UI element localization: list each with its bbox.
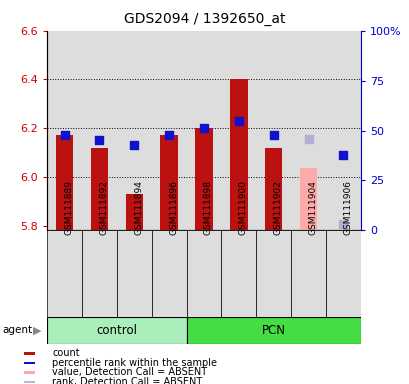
- Bar: [325, 31, 360, 230]
- Bar: [186, 317, 360, 344]
- Bar: [24, 371, 35, 374]
- Bar: [151, 31, 186, 230]
- Bar: [299, 168, 317, 230]
- Text: PCN: PCN: [261, 324, 285, 337]
- Bar: [24, 381, 35, 383]
- Text: GSM111904: GSM111904: [308, 180, 317, 235]
- Bar: [47, 31, 82, 230]
- Text: GSM111889: GSM111889: [65, 180, 73, 235]
- Text: GSM111896: GSM111896: [169, 180, 178, 235]
- Bar: [186, 230, 221, 317]
- Point: [96, 137, 103, 143]
- Bar: [256, 31, 290, 230]
- Text: GSM111900: GSM111900: [238, 180, 247, 235]
- Text: ▶: ▶: [33, 325, 41, 335]
- Text: GSM111902: GSM111902: [273, 180, 282, 235]
- Point: [61, 132, 68, 139]
- Text: GSM111898: GSM111898: [204, 180, 212, 235]
- Point: [131, 142, 137, 148]
- Point: [166, 132, 172, 139]
- Bar: [90, 147, 108, 230]
- Bar: [24, 362, 35, 364]
- Bar: [125, 194, 143, 230]
- Text: GSM111894: GSM111894: [134, 180, 143, 235]
- Bar: [160, 136, 178, 230]
- Bar: [256, 230, 290, 317]
- Point: [235, 118, 242, 124]
- Point: [305, 136, 311, 142]
- Text: GDS2094 / 1392650_at: GDS2094 / 1392650_at: [124, 12, 285, 25]
- Text: GSM111906: GSM111906: [343, 180, 351, 235]
- Bar: [221, 31, 256, 230]
- Bar: [290, 31, 325, 230]
- Bar: [264, 147, 282, 230]
- Text: control: control: [96, 324, 137, 337]
- Text: percentile rank within the sample: percentile rank within the sample: [52, 358, 216, 368]
- Point: [270, 132, 276, 139]
- Bar: [229, 79, 247, 230]
- Bar: [151, 230, 186, 317]
- Point: [339, 221, 346, 227]
- Bar: [56, 136, 73, 230]
- Bar: [117, 31, 151, 230]
- Text: value, Detection Call = ABSENT: value, Detection Call = ABSENT: [52, 367, 207, 377]
- Text: agent: agent: [2, 325, 32, 335]
- Text: rank, Detection Call = ABSENT: rank, Detection Call = ABSENT: [52, 377, 202, 384]
- Bar: [186, 31, 221, 230]
- Bar: [117, 230, 151, 317]
- Point: [200, 125, 207, 131]
- Bar: [47, 230, 82, 317]
- Bar: [325, 230, 360, 317]
- Bar: [195, 128, 212, 230]
- Text: GSM111892: GSM111892: [99, 180, 108, 235]
- Bar: [290, 230, 325, 317]
- Bar: [82, 31, 117, 230]
- Bar: [82, 230, 117, 317]
- Point: [339, 152, 346, 158]
- Bar: [24, 352, 35, 355]
- Bar: [47, 317, 186, 344]
- Bar: [221, 230, 256, 317]
- Text: count: count: [52, 348, 79, 358]
